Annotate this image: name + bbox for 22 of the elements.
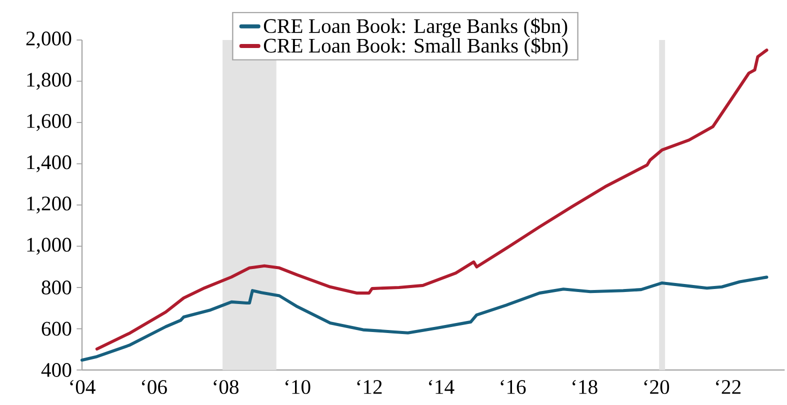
x-tick-label: ‘22 — [716, 380, 740, 394]
line-series — [80, 276, 768, 362]
y-tick-label: 600 — [42, 322, 72, 336]
x-tick-label: ‘20 — [644, 380, 670, 394]
x-tick-label: ‘14 — [429, 380, 454, 394]
y-tick-label: 400 — [41, 363, 72, 377]
x-tick-label: ‘04 — [70, 380, 96, 394]
x-tick-label: ‘12 — [357, 380, 382, 394]
y-tick-label: 1,200 — [27, 196, 72, 214]
x-tick-label: ‘08 — [214, 380, 239, 394]
legend-label: CRE Loan Book: Small Banks ($bn) — [264, 38, 568, 57]
y-tick-label: 1,400 — [27, 155, 72, 172]
y-tick-label: 1,600 — [27, 114, 72, 131]
x-tick-label: ‘18 — [572, 380, 598, 394]
y-tick-label: 1,000 — [27, 238, 72, 255]
y-tick-label: 2,000 — [26, 32, 72, 48]
y-tick-label: 1,800 — [27, 72, 72, 90]
y-tick-label: 800 — [42, 280, 72, 294]
x-tick-label: ‘10 — [286, 380, 310, 394]
legend-label: CRE Loan Book: Large Banks ($bn) — [264, 18, 568, 38]
x-tick-label: ‘06 — [142, 380, 167, 394]
x-tick-label: ‘16 — [500, 380, 526, 394]
